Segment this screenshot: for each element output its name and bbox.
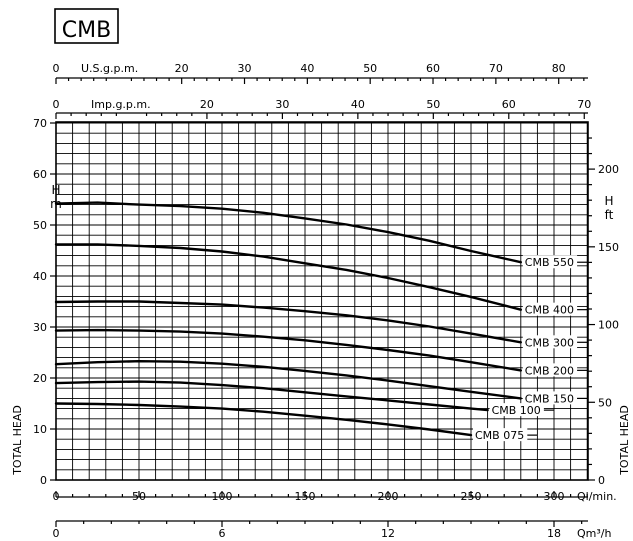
impgpm-tick-label: 60 <box>502 98 516 111</box>
right-unit-ft: ft <box>605 208 614 222</box>
left-tick-label: 0 <box>40 474 47 487</box>
curve-label-bg <box>522 302 578 316</box>
chart-title: CMB <box>62 18 111 43</box>
usgpm-tick-label: 70 <box>489 62 503 75</box>
left-axis-label: TOTAL HEAD <box>11 405 24 476</box>
usgpm-tick-label: 20 <box>175 62 189 75</box>
curve-label-bg <box>522 335 578 349</box>
grid <box>55 121 589 481</box>
right-axis-label: TOTAL HEAD <box>618 405 631 476</box>
curve-label-bg <box>522 363 578 377</box>
impgpm-tick-label: 50 <box>426 98 440 111</box>
qm3h-label: Qm³/h <box>577 527 611 540</box>
curve-label-bg <box>473 428 528 442</box>
left-tick-label: 60 <box>33 168 47 181</box>
curve-cmb-150 <box>54 360 522 400</box>
curve-label-bg <box>489 403 544 417</box>
curve-label-cmb-550: CMB 550 <box>525 256 574 269</box>
curve-label-cmb-400: CMB 400 <box>525 304 574 317</box>
title-box-border <box>54 8 119 44</box>
usgpm-tick-label: 60 <box>426 62 440 75</box>
right-tick-label: 150 <box>598 241 619 254</box>
usgpm-tick-label: 0 <box>53 62 60 75</box>
qm3h-tick-label: 18 <box>547 527 561 540</box>
qlmin-tick-label: 200 <box>378 490 399 503</box>
left-tick-label: 50 <box>33 219 47 232</box>
curve-label-cmb-300: CMB 300 <box>525 336 574 349</box>
qlmin-tick-label: 100 <box>212 490 233 503</box>
left-tick-label: 30 <box>33 321 47 334</box>
title-box: CMB <box>54 8 119 44</box>
curve-label-bg <box>522 391 578 405</box>
qm3h-tick-label: 12 <box>381 527 395 540</box>
impgpm-tick-label: 40 <box>351 98 365 111</box>
usgpm-tick-label: 50 <box>363 62 377 75</box>
qlmin-tick-label: 150 <box>295 490 316 503</box>
curve-cmb-200 <box>54 328 522 372</box>
impgpm-label: Imp.g.p.m. <box>91 98 151 111</box>
left-tick-label: 10 <box>33 423 47 436</box>
curve-label-cmb-200: CMB 200 <box>525 364 574 377</box>
curve-label-cmb-150: CMB 150 <box>525 392 574 405</box>
right-tick-label: 200 <box>598 163 619 176</box>
curve-label-cmb-075: CMB 075 <box>475 429 524 442</box>
left-unit-h: H <box>51 183 60 197</box>
pump-curves <box>54 201 522 437</box>
impgpm-tick-label: 0 <box>53 98 60 111</box>
right-unit-h: H <box>604 194 613 208</box>
qlmin-tick-label: 300 <box>544 490 565 503</box>
impgpm-tick-label: 20 <box>200 98 214 111</box>
curve-label-bg <box>522 255 578 269</box>
impgpm-tick-label: 30 <box>275 98 289 111</box>
impgpm-tick-label: 70 <box>577 98 591 111</box>
curve-cmb-075 <box>54 402 473 437</box>
right-tick-label: 100 <box>598 319 619 332</box>
qlmin-tick-label: 250 <box>461 490 482 503</box>
curve-cmb-400 <box>54 243 522 311</box>
right-tick-label: 50 <box>598 396 612 409</box>
usgpm-tick-label: 80 <box>552 62 566 75</box>
left-tick-label: 40 <box>33 270 47 283</box>
qlmin-label: Ql/min. <box>577 490 617 503</box>
left-unit-m: m <box>50 197 62 211</box>
usgpm-label: U.S.g.p.m. <box>81 62 138 75</box>
qm3h-tick-label: 0 <box>53 527 60 540</box>
qlmin-tick-label: 0 <box>53 490 60 503</box>
qlmin-tick-label: 50 <box>132 490 146 503</box>
usgpm-tick-label: 40 <box>300 62 314 75</box>
curve-cmb-550 <box>54 201 522 264</box>
usgpm-tick-label: 30 <box>238 62 252 75</box>
curve-cmb-300 <box>54 300 522 344</box>
right-tick-label: 0 <box>598 474 605 487</box>
curve-cmb-100 <box>54 380 489 412</box>
curve-label-cmb-100: CMB 100 <box>492 404 541 417</box>
qm3h-tick-label: 6 <box>219 527 226 540</box>
left-tick-label: 20 <box>33 372 47 385</box>
left-tick-label: 70 <box>33 117 47 130</box>
